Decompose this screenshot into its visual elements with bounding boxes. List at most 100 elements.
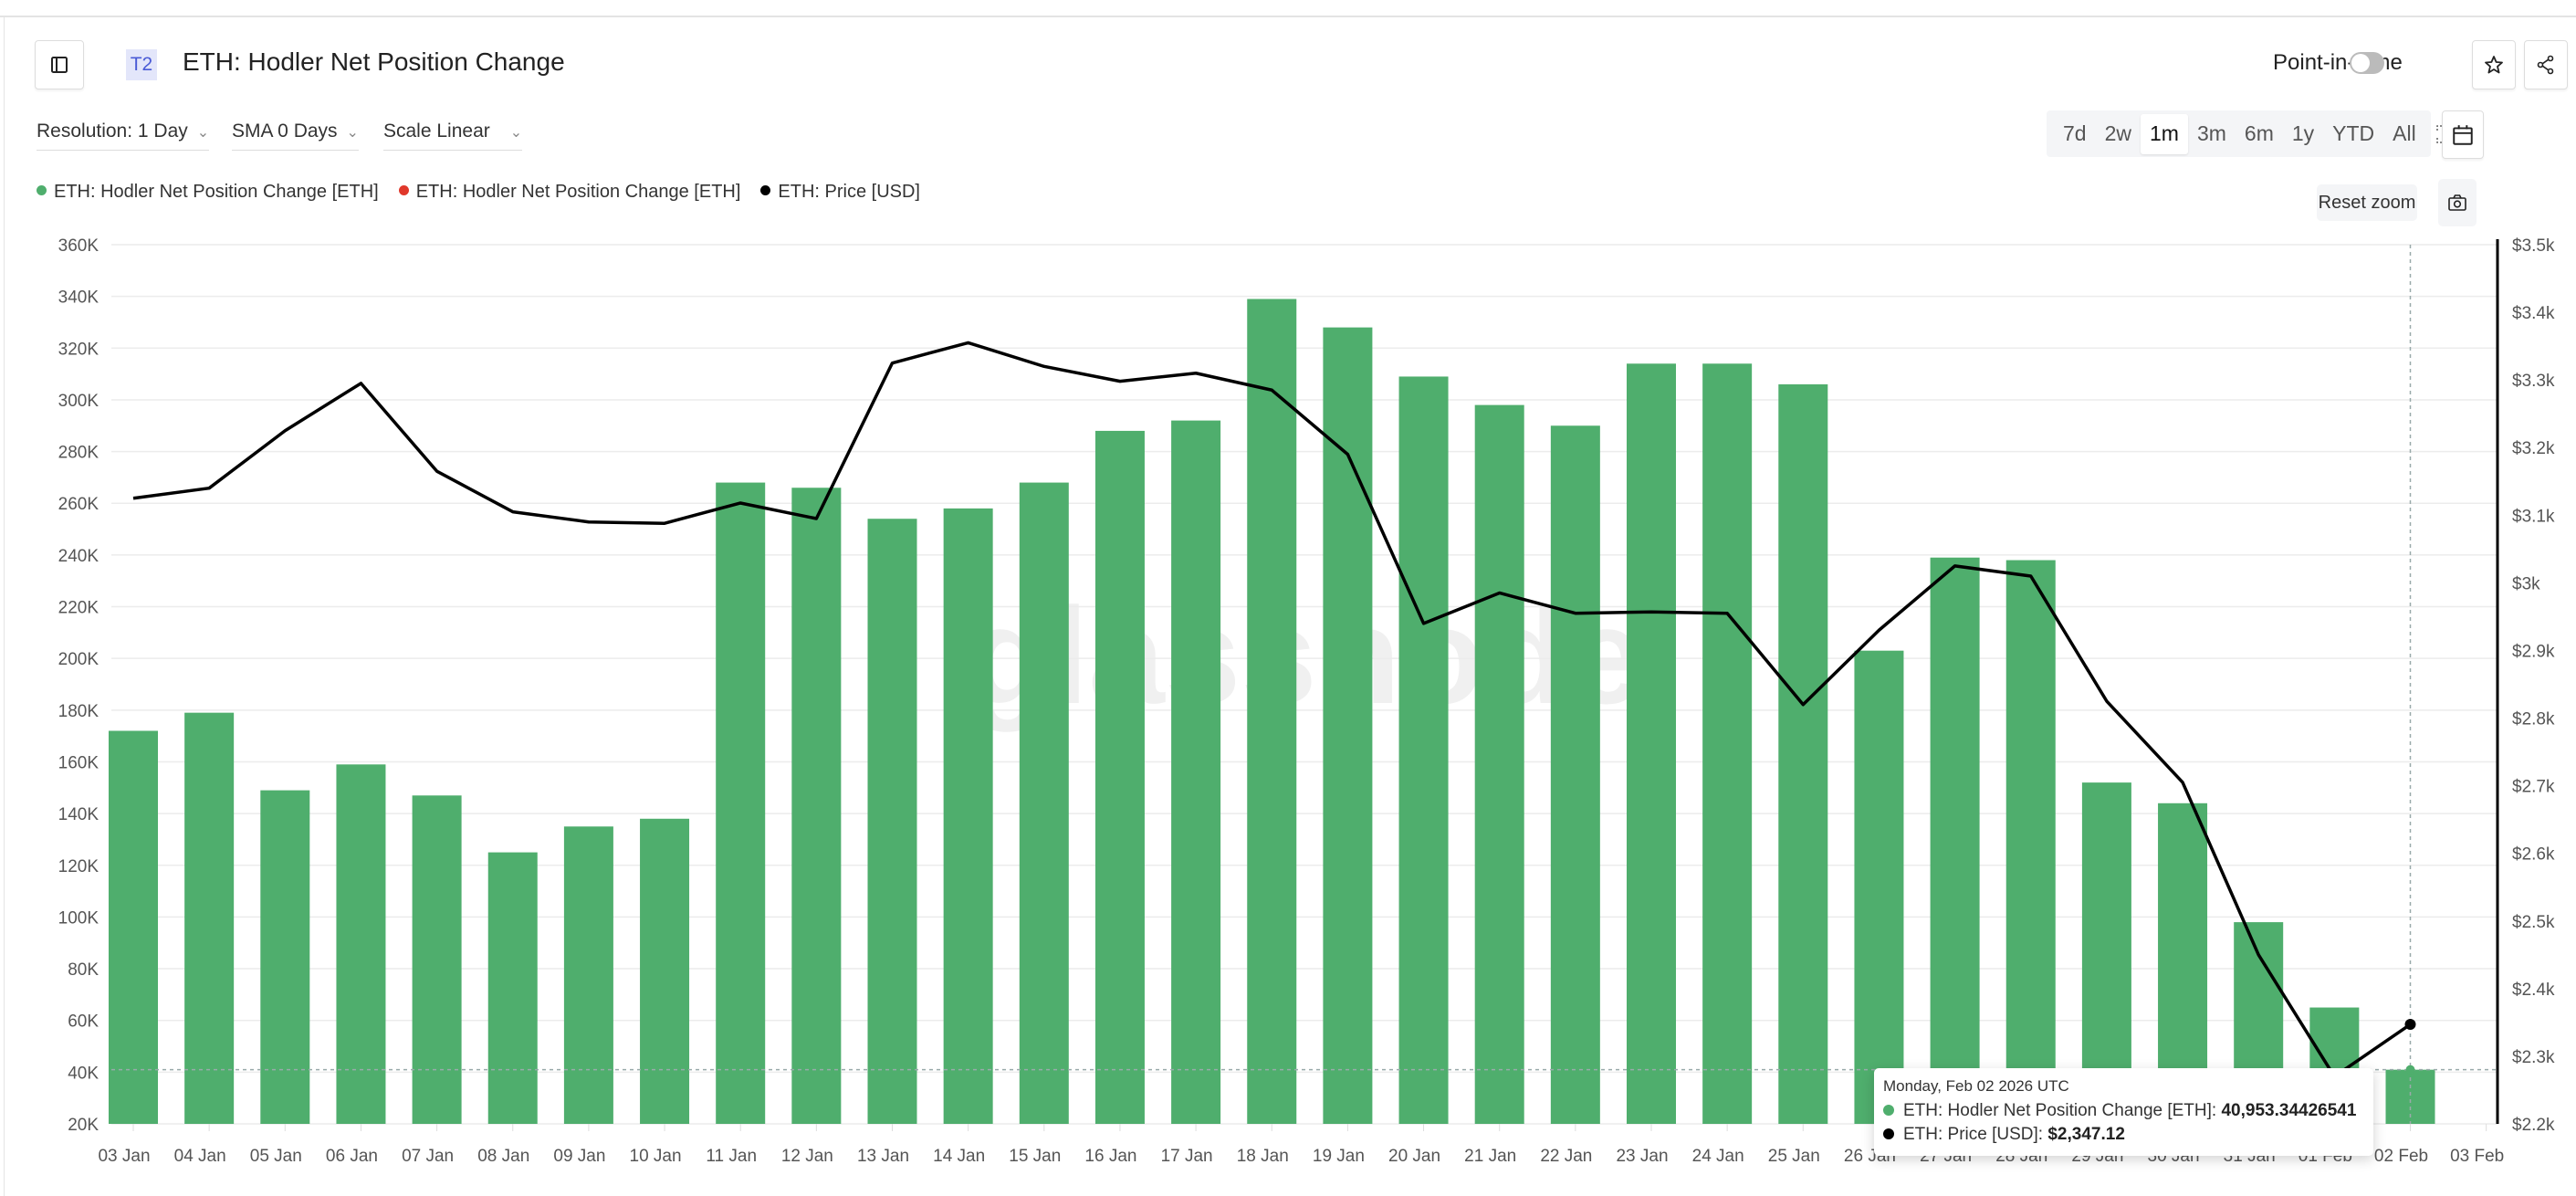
calendar-icon [2453, 124, 2473, 145]
range-selector: 7d 2w 1m 3m 6m 1y YTD All [2047, 110, 2455, 157]
legend-item-price[interactable]: ETH: Price [USD] [760, 182, 920, 203]
y-right-tick-label: $2.6k [2512, 845, 2555, 865]
x-tick-label: 07 Jan [402, 1147, 454, 1166]
x-tick-label: 04 Jan [174, 1147, 226, 1166]
range-all[interactable]: All [2393, 121, 2416, 145]
bar [1474, 404, 1524, 1124]
black-dot-icon [1883, 1128, 1894, 1139]
bar [1778, 383, 1828, 1125]
y-left-tick-label: 60K [68, 1012, 99, 1032]
bar [1094, 430, 1145, 1124]
legend: ETH: Hodler Net Position Change [ETH] ET… [37, 182, 920, 203]
toggle-sidebar-button[interactable] [35, 40, 84, 89]
camera-icon [2448, 194, 2466, 211]
green-dot-icon [37, 185, 47, 196]
bar [336, 764, 386, 1124]
y-left-tick-label: 280K [58, 444, 99, 463]
x-tick-label: 05 Jan [250, 1147, 302, 1166]
legend-item-hodler-positive[interactable]: ETH: Hodler Net Position Change [ETH] [37, 182, 379, 203]
chevron-down-icon: ⌄ [196, 125, 210, 141]
x-tick-label: 09 Jan [553, 1147, 605, 1166]
y-left-tick-label: 220K [58, 599, 99, 618]
bar [260, 790, 310, 1124]
bar [1171, 420, 1221, 1125]
bar [791, 488, 842, 1124]
bar [1247, 299, 1297, 1125]
y-left-tick-label: 40K [68, 1064, 99, 1083]
x-tick-label: 13 Jan [857, 1147, 909, 1166]
x-tick-label: 21 Jan [1464, 1147, 1516, 1166]
x-tick-label: 24 Jan [1692, 1147, 1744, 1166]
favorite-button[interactable] [2472, 40, 2516, 89]
y-left-tick-label: 260K [58, 495, 99, 514]
range-1m[interactable]: 1m [2141, 113, 2188, 154]
y-right-tick-label: $2.3k [2512, 1048, 2555, 1067]
y-left-tick-label: 100K [58, 908, 99, 928]
y-left-tick-label: 140K [58, 805, 99, 824]
scale-label: Scale Linear [383, 121, 490, 142]
y-left-tick-label: 360K [58, 236, 99, 256]
toggle-knob [2351, 54, 2370, 72]
share-button[interactable] [2524, 40, 2568, 89]
bar [487, 852, 538, 1124]
range-1y[interactable]: 1y [2291, 121, 2315, 145]
range-7d[interactable]: 7d [2063, 121, 2087, 145]
date-picker-button[interactable] [2442, 110, 2484, 159]
green-dot-icon [1883, 1105, 1894, 1116]
y-left-tick-label: 240K [58, 547, 99, 566]
sma-dropdown[interactable]: SMA 0 Days ⌄ [232, 121, 359, 151]
bar-highlight-point [2405, 1065, 2415, 1075]
bar [867, 519, 917, 1124]
range-ytd[interactable]: YTD [2332, 121, 2375, 145]
range-3m[interactable]: 3m [2196, 121, 2226, 145]
price-line [132, 341, 2412, 1078]
bar [109, 730, 158, 1124]
y-right-tick-label: $3.2k [2512, 439, 2555, 458]
range-6m[interactable]: 6m [2244, 121, 2274, 145]
bar [716, 482, 766, 1124]
tooltip-series1-label: ETH: Hodler Net Position Change [ETH]: [1903, 1101, 2222, 1120]
tooltip-series2-value: $2,347.12 [2047, 1125, 2125, 1144]
legend-item-hodler-negative[interactable]: ETH: Hodler Net Position Change [ETH] [398, 182, 741, 203]
x-tick-label: 14 Jan [933, 1147, 985, 1166]
x-tick-label: 08 Jan [477, 1147, 529, 1166]
x-tick-label: 17 Jan [1161, 1147, 1213, 1166]
point-in-time-toggle[interactable] [2350, 52, 2384, 74]
y-right-tick-label: $2.9k [2512, 642, 2555, 661]
black-dot-icon [760, 185, 771, 196]
x-tick-label: 03 Feb [2450, 1147, 2504, 1166]
red-dot-icon [398, 185, 409, 196]
bar [1019, 482, 1069, 1124]
x-tick-label: 15 Jan [1009, 1147, 1061, 1166]
bar [1702, 363, 1753, 1125]
x-tick-label: 23 Jan [1616, 1147, 1668, 1166]
y-right-tick-label: $2.2k [2512, 1116, 2555, 1135]
x-tick-label: 11 Jan [706, 1147, 757, 1166]
y-right-tick-label: $2.7k [2512, 778, 2555, 797]
scale-dropdown[interactable]: Scale Linear ⌄ [383, 121, 523, 151]
legend-label: ETH: Hodler Net Position Change [ETH] [415, 182, 741, 202]
bar [563, 826, 613, 1124]
left-divider [4, 17, 5, 1196]
range-2w[interactable]: 2w [2104, 121, 2131, 145]
chevron-down-icon: ⌄ [509, 125, 523, 141]
x-tick-label: 22 Jan [1540, 1147, 1592, 1166]
sma-label: SMA 0 Days [232, 121, 338, 142]
bar [1930, 557, 1980, 1124]
screenshot-button[interactable] [2438, 179, 2477, 226]
resolution-dropdown[interactable]: Resolution: 1 Day ⌄ [37, 121, 210, 151]
bar [1550, 425, 1600, 1124]
y-left-tick-label: 340K [58, 289, 99, 308]
tooltip-date: Monday, Feb 02 2026 UTC [1883, 1077, 2069, 1095]
reset-zoom-button[interactable]: Reset zoom [2317, 184, 2417, 221]
y-right-tick-label: $3.5k [2512, 236, 2555, 256]
y-right-tick-label: $2.5k [2512, 913, 2555, 932]
star-icon [2485, 56, 2503, 74]
y-right-tick-label: $2.8k [2512, 710, 2555, 729]
price-highlight-point [2404, 1019, 2416, 1031]
resolution-label: Resolution: 1 Day [37, 121, 188, 142]
x-tick-label: 25 Jan [1768, 1147, 1820, 1166]
y-left-tick-label: 320K [58, 340, 99, 359]
x-tick-label: 12 Jan [781, 1147, 833, 1166]
